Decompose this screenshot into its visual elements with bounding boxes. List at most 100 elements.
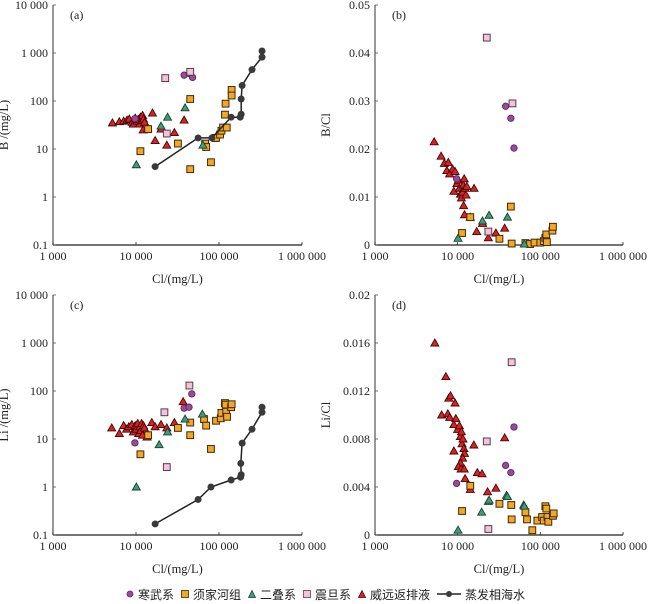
data-point-cambrian xyxy=(188,390,196,398)
data-point-weiyuan xyxy=(430,338,440,347)
data-point-xujiahe xyxy=(144,431,153,440)
x-tick-label: 10 000 xyxy=(441,249,474,263)
data-point-weiyuan xyxy=(458,434,468,443)
data-point-permian xyxy=(198,140,208,149)
y-tick-label: 0.01 xyxy=(349,190,370,204)
data-point-weiyuan xyxy=(156,419,166,429)
data-point-seawater xyxy=(194,134,202,142)
data-point-sinian xyxy=(185,381,194,390)
y-tick-label: 1 000 xyxy=(21,46,48,60)
panel-label: (a) xyxy=(70,8,83,22)
data-point-weiyuan xyxy=(139,423,150,432)
data-point-permian xyxy=(502,491,513,501)
data-point-cambrian xyxy=(507,468,515,477)
seawater-legend-marker-icon xyxy=(437,591,462,597)
data-point-xujiahe xyxy=(186,95,195,103)
x-axis-title: Cl/(mg/L) xyxy=(474,562,525,576)
weiyuan-legend-marker-icon xyxy=(357,589,367,598)
data-point-permian xyxy=(180,102,190,112)
data-point-sinian xyxy=(484,525,493,533)
data-point-weiyuan xyxy=(469,183,479,192)
legend-label: 震旦系 xyxy=(315,587,352,602)
x-tick-label: 1 000 xyxy=(40,249,67,263)
data-point-permian xyxy=(156,121,166,130)
x-tick-label: 10 000 xyxy=(120,249,153,263)
data-point-xujiahe xyxy=(466,481,475,490)
data-point-cambrian xyxy=(510,144,518,152)
data-point-permian xyxy=(162,112,173,121)
series-xujiahe xyxy=(458,202,557,248)
data-point-xujiahe xyxy=(144,125,153,133)
y-tick-label: 0.1 xyxy=(33,238,48,252)
x-tick-label: 1 000 xyxy=(362,539,389,553)
y-tick-label: 10 xyxy=(36,142,48,156)
y-axis-title: Li /(mg/L) xyxy=(0,388,11,441)
legend-item-weiyuan: 威远返排液 xyxy=(357,586,430,603)
y-tick-label: 100 xyxy=(30,94,48,108)
data-point-seawater xyxy=(194,495,202,503)
data-point-permian xyxy=(453,525,463,534)
data-point-weiyuan xyxy=(114,428,125,437)
data-point-sinian xyxy=(160,408,169,417)
data-point-xujiahe xyxy=(458,507,466,515)
data-point-xujiahe xyxy=(495,234,504,243)
x-tick-label: 1 000 000 xyxy=(599,539,647,553)
data-point-xujiahe xyxy=(202,421,211,430)
data-point-cambrian xyxy=(501,461,510,470)
data-point-xujiahe xyxy=(549,222,557,231)
data-point-xujiahe xyxy=(223,412,231,421)
panel-label: (b) xyxy=(392,8,406,22)
data-point-weiyuan xyxy=(162,140,172,149)
data-point-xujiahe xyxy=(136,147,145,156)
x-tick-label: 100 000 xyxy=(200,539,239,553)
data-point-weiyuan xyxy=(441,371,451,381)
series-cambrian xyxy=(131,390,196,447)
data-point-weiyuan xyxy=(450,398,460,407)
x-tick-label: 100 000 xyxy=(521,249,560,263)
data-point-weiyuan xyxy=(460,473,470,483)
data-point-weiyuan xyxy=(483,232,494,242)
x-tick-label: 1 000 xyxy=(40,539,67,553)
y-tick-label: 0.008 xyxy=(343,432,370,446)
series-sinian xyxy=(482,33,517,236)
series-permian xyxy=(453,490,530,534)
data-point-weiyuan xyxy=(482,486,493,496)
data-point-weiyuan xyxy=(499,432,510,442)
data-point-xujiahe xyxy=(136,450,145,459)
data-point-sinian xyxy=(161,74,170,82)
legend-label: 威远返排液 xyxy=(370,587,431,602)
series-sinian xyxy=(160,381,194,471)
data-point-weiyuan xyxy=(147,108,158,117)
data-point-weiyuan xyxy=(499,223,510,232)
y-tick-label: 0.04 xyxy=(349,46,370,60)
data-point-xujiahe xyxy=(207,445,215,453)
data-point-seawater xyxy=(227,476,235,484)
data-point-seawater xyxy=(258,53,266,61)
data-point-weiyuan xyxy=(178,396,188,406)
data-point-permian xyxy=(476,507,487,516)
data-point-cambrian xyxy=(507,114,515,122)
data-point-sinian xyxy=(482,437,491,446)
data-point-cambrian xyxy=(131,439,139,447)
panel-label: (c) xyxy=(70,298,83,312)
data-point-sinian xyxy=(162,463,171,471)
data-point-seawater xyxy=(248,425,256,433)
y-tick-label: 10 000 xyxy=(15,0,48,12)
data-point-xujiahe xyxy=(222,123,231,132)
data-point-xujiahe xyxy=(528,526,537,535)
panel-b: 1 000 10 000 100 000 1 000 000 0 0.01 0.02 0.03… xyxy=(319,0,647,286)
data-point-seawater xyxy=(238,439,246,447)
x-axis-title: Cl/(mg/L) xyxy=(474,272,525,286)
y-tick-label: 10 000 xyxy=(15,288,48,302)
data-point-xujiahe xyxy=(227,400,236,409)
data-point-permian xyxy=(519,501,530,510)
y-tick-label: 0 xyxy=(364,238,370,252)
data-point-permian xyxy=(484,495,494,504)
series-sinian xyxy=(482,358,516,533)
series-sinian xyxy=(161,67,195,138)
y-tick-label: 0.02 xyxy=(349,288,370,302)
legend-item-cambrian: 寒武系 xyxy=(125,586,174,603)
data-point-xujiahe xyxy=(507,239,516,248)
legend-label: 二叠系 xyxy=(259,587,296,602)
data-point-permian xyxy=(453,233,463,242)
